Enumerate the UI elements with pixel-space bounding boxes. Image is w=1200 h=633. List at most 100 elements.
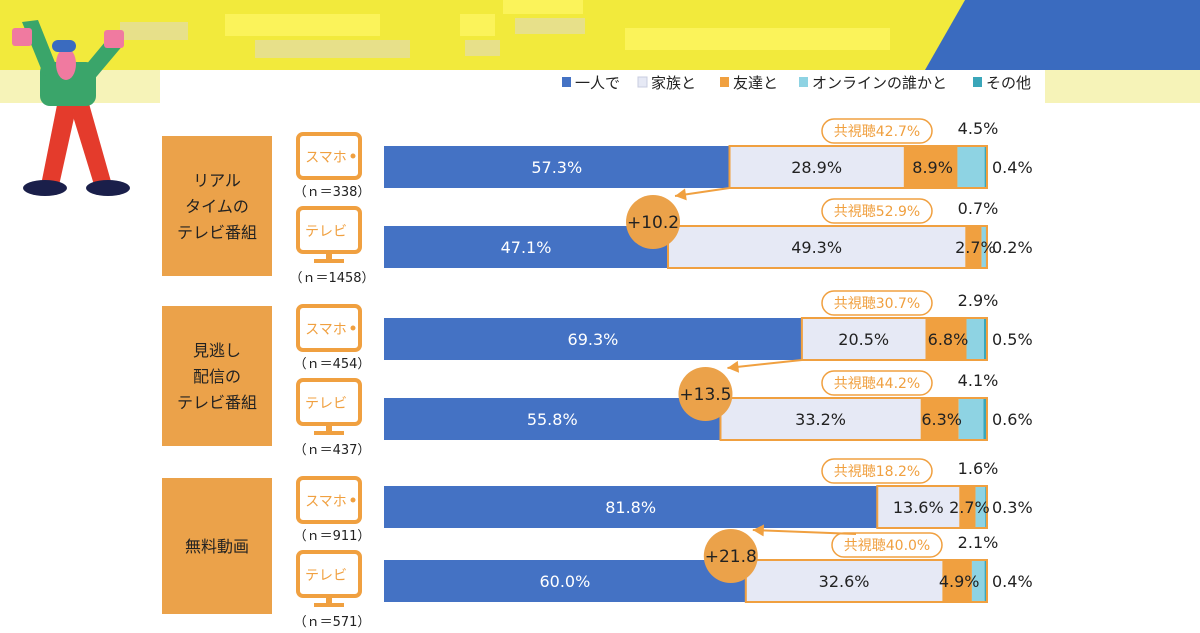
data-label-friends: 4.9% [939, 572, 980, 591]
bar-segment-4 [983, 398, 987, 440]
legend-label: オンラインの誰かと [812, 74, 947, 92]
device-screen-icon [296, 476, 362, 524]
bar-row: 57.3% 28.9% 8.9% 4.5% 0.4% 共視聴42.7% [384, 118, 1033, 189]
category-box [162, 306, 272, 446]
data-label-alone: 55.8% [527, 410, 578, 429]
legend-swatch [973, 77, 982, 87]
data-label-other: 0.4% [992, 572, 1033, 591]
joint-viewing-outline [876, 485, 989, 529]
monitor-base-icon [314, 431, 344, 435]
bar-segment-2 [925, 318, 967, 360]
sample-size-label: （ｎ＝437） [294, 443, 371, 458]
bar-segment-4 [983, 318, 987, 360]
bar-segment-0 [384, 146, 730, 188]
data-label-family: 20.5% [838, 330, 889, 349]
bar-segment-2 [965, 226, 982, 268]
difference-arrow [727, 359, 802, 369]
character-head [56, 48, 76, 80]
device-icon-group: テレビ （ｎ＝437） [294, 378, 371, 458]
bar-row: 47.1% 49.3% 2.7% 0.7% 0.2% 共視聴52.9% [384, 198, 1033, 269]
banner-block [120, 22, 188, 40]
smartphone-button-icon [350, 153, 356, 159]
device-label: スマホ [305, 494, 347, 510]
difference-circle [678, 367, 733, 421]
category-label: 配信の [193, 367, 241, 386]
bar-segment-1 [720, 398, 921, 440]
sample-size-label: （ｎ＝571） [294, 615, 371, 629]
legend-label: 一人で [575, 74, 620, 92]
banner-block [465, 40, 500, 56]
bar-segment-1 [729, 146, 904, 188]
joint-viewing-label: 共視聴44.2% [834, 376, 920, 392]
category-box [162, 478, 272, 614]
data-label-alone: 60.0% [539, 572, 590, 591]
device-icon-group: テレビ （ｎ＝571） [294, 550, 371, 630]
data-label-alone: 57.3% [531, 158, 582, 177]
data-label-family: 32.6% [819, 572, 870, 591]
character-hand [12, 28, 32, 46]
sample-size-label: （ｎ＝454） [294, 357, 371, 372]
bar-segment-3 [975, 486, 986, 528]
difference-circle [703, 529, 758, 583]
category-label: テレビ番組 [177, 223, 257, 242]
bar-row: 69.3% 20.5% 6.8% 2.9% 0.5% 共視聴30.7% [384, 290, 1033, 361]
bar-row: 60.0% 32.6% 4.9% 2.1% 0.4% 共視聴40.0% [384, 532, 1033, 603]
sample-size-label: （ｎ＝911） [294, 529, 371, 544]
difference-label: +21.8 [705, 547, 757, 567]
data-label-alone: 81.8% [605, 498, 656, 517]
banner-block [625, 28, 890, 50]
banner-block [515, 18, 585, 34]
bar-segment-0 [384, 226, 669, 268]
data-label-online: 1.6% [958, 459, 999, 478]
bar-segment-3 [981, 226, 986, 268]
data-label-online: 0.7% [958, 199, 999, 218]
bar-segment-0 [384, 486, 878, 528]
legend-label: その他 [986, 74, 1031, 92]
difference-circle [626, 195, 681, 249]
joint-viewing-label: 共視聴30.7% [834, 296, 920, 312]
pale-strip-right [1045, 70, 1200, 103]
category-box [162, 136, 272, 276]
device-icon-group: スマホ （ｎ＝454） [294, 304, 371, 372]
joint-viewing-pill [821, 458, 933, 484]
bar-row: 55.8% 33.2% 6.3% 4.1% 0.6% 共視聴44.2% [384, 370, 1033, 441]
banner-block [503, 0, 583, 14]
bar-segment-2 [920, 398, 959, 440]
monitor-base-icon [314, 259, 344, 263]
bar-segment-2 [959, 486, 976, 528]
joint-viewing-label: 共視聴18.2% [834, 464, 920, 480]
device-icon-group: スマホ （ｎ＝338） [294, 132, 370, 200]
data-label-other: 0.4% [992, 158, 1033, 177]
character-leg [68, 100, 112, 188]
smartphone-button-icon [350, 497, 356, 503]
data-label-friends: 6.3% [921, 410, 962, 429]
device-label: テレビ [305, 224, 347, 240]
joint-viewing-label: 共視聴42.7% [834, 124, 920, 140]
joint-viewing-pill [821, 118, 933, 144]
device-screen-icon [296, 550, 362, 598]
legend-label: 友達と [733, 74, 778, 92]
legend-swatch [562, 77, 571, 87]
smartphone-button-icon [350, 325, 356, 331]
data-label-alone: 69.3% [568, 330, 619, 349]
monitor-stand-icon [326, 254, 332, 260]
data-label-online: 2.1% [958, 533, 999, 552]
character-illustration [12, 20, 130, 196]
data-label-other: 0.6% [992, 410, 1033, 429]
category-label: 無料動画 [185, 537, 249, 556]
bar-row: 81.8% 13.6% 2.7% 1.6% 0.3% 共視聴18.2% [384, 458, 1033, 529]
device-screen-icon [296, 132, 362, 180]
data-label-other: 0.3% [992, 498, 1033, 517]
difference-arrowhead [675, 188, 687, 201]
joint-viewing-pill [821, 370, 933, 396]
bar-segment-0 [384, 318, 802, 360]
device-label: テレビ [305, 568, 347, 584]
legend-swatch [720, 77, 729, 87]
data-label-family: 49.3% [791, 238, 842, 257]
monitor-stand-icon [326, 598, 332, 604]
data-label-online: 4.1% [958, 371, 999, 390]
banner-blue-shape [925, 0, 1200, 70]
